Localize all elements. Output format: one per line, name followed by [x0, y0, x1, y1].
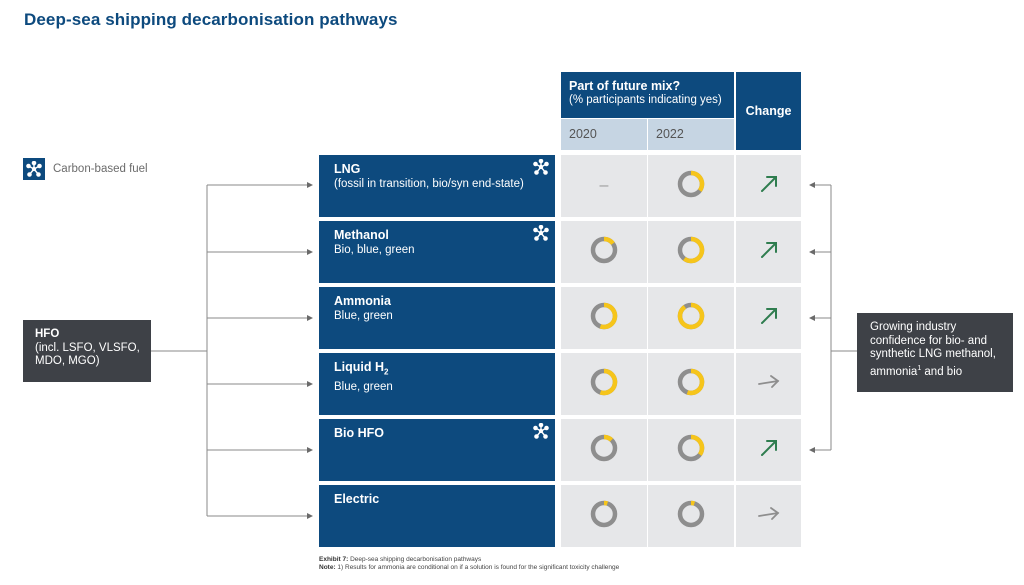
callout-line: synthetic LNG methanol, — [870, 348, 996, 360]
note-caption: Note: 1) Results for ammonia are conditi… — [319, 564, 619, 572]
header-title: Part of future mix? — [569, 79, 681, 93]
callout-line: confidence for bio- and — [870, 334, 987, 347]
cell-change — [736, 155, 801, 217]
fuel-name-text: Liquid H — [334, 360, 384, 374]
donut-chart-icon — [677, 500, 705, 533]
fuel-subtitle: Bio, blue, green — [334, 244, 415, 256]
cell-2022 — [648, 155, 734, 217]
donut-chart-icon — [677, 236, 705, 269]
header-future-mix: Part of future mix? (% participants indi… — [561, 72, 734, 118]
hfo-subtitle-1: (incl. LSFO, VLSFO, — [35, 341, 140, 354]
note-label: Note: — [319, 564, 336, 571]
donut-chart-icon — [590, 434, 618, 467]
cell-2020: – — [561, 155, 647, 217]
subscript: 2 — [384, 367, 389, 377]
exhibit-label: Exhibit 7: — [319, 556, 349, 563]
arrow-right-icon — [757, 374, 781, 395]
hfo-subtitle-2: MDO, MGO) — [35, 355, 100, 367]
fuel-name: LNG — [334, 162, 361, 176]
header-year-2022: 2022 — [648, 119, 734, 150]
donut-chart-icon — [677, 302, 705, 335]
fuel-box-liquid-h: Liquid H2 Blue, green — [319, 353, 555, 415]
carbon-molecule-icon — [533, 224, 549, 246]
callout-line: Growing industry — [870, 321, 957, 333]
header-change: Change — [736, 72, 801, 150]
cell-change — [736, 221, 801, 283]
legend: Carbon-based fuel — [23, 158, 148, 180]
footnote-marker: 1 — [917, 364, 922, 372]
fuel-subtitle: Blue, green — [334, 310, 393, 322]
page-title: Deep-sea shipping decarbonisation pathwa… — [24, 10, 398, 29]
cell-2022 — [648, 353, 734, 415]
fuel-box-methanol: Methanol Bio, blue, green — [319, 221, 555, 283]
arrow-right-icon — [757, 506, 781, 527]
carbon-molecule-icon — [23, 158, 45, 180]
arrow-up-right-icon — [758, 239, 780, 266]
exhibit-text: Deep-sea shipping decarbonisation pathwa… — [348, 556, 482, 563]
donut-chart-icon — [590, 236, 618, 269]
fuel-name: Electric — [334, 492, 380, 506]
cell-2020 — [561, 485, 647, 547]
fuel-subtitle: (fossil in transition, bio/syn end-state… — [334, 178, 524, 190]
cell-2022 — [648, 419, 734, 481]
callout-text: ammonia — [870, 365, 918, 378]
arrow-up-right-icon — [758, 305, 780, 332]
fuel-box-lng: LNG (fossil in transition, bio/syn end-st… — [319, 155, 555, 217]
donut-chart-icon — [590, 368, 618, 401]
fuel-name: Methanol — [334, 228, 389, 242]
donut-chart-icon — [677, 434, 705, 467]
callout-box: Growing industry confidence for bio- and… — [857, 313, 1013, 392]
cell-2020 — [561, 287, 647, 349]
cell-2022 — [648, 221, 734, 283]
header-year-2020: 2020 — [561, 119, 647, 150]
donut-chart-icon — [677, 170, 705, 203]
hfo-title: HFO — [35, 328, 60, 340]
carbon-molecule-icon — [533, 158, 549, 180]
legend-label: Carbon-based fuel — [53, 163, 148, 175]
fuel-name: Ammonia — [334, 294, 391, 308]
exhibit-caption: Exhibit 7: Deep-sea shipping decarbonisa… — [319, 556, 619, 564]
donut-chart-icon — [590, 500, 618, 533]
fuel-box-bio-hfo: Bio HFO — [319, 419, 555, 481]
header-subtitle: (% participants indicating yes) — [569, 94, 722, 106]
cell-2020 — [561, 221, 647, 283]
donut-chart-icon — [677, 368, 705, 401]
caption: Exhibit 7: Deep-sea shipping decarbonisa… — [319, 556, 619, 572]
fuel-subtitle: Blue, green — [334, 380, 393, 393]
cell-2020 — [561, 419, 647, 481]
cell-change — [736, 485, 801, 547]
cell-2022 — [648, 485, 734, 547]
cell-2020 — [561, 353, 647, 415]
callout-text: and bio — [921, 365, 963, 378]
no-data-dash: – — [599, 177, 609, 194]
fuel-name: Bio HFO — [334, 426, 384, 440]
note-text: 1) Results for ammonia are conditional o… — [335, 564, 620, 571]
cell-change — [736, 287, 801, 349]
carbon-molecule-icon — [533, 422, 549, 444]
arrow-up-right-icon — [758, 173, 780, 200]
cell-2022 — [648, 287, 734, 349]
hfo-source-box: HFO (incl. LSFO, VLSFO, MDO, MGO) — [23, 320, 151, 382]
arrow-up-right-icon — [758, 437, 780, 464]
fuel-box-electric: Electric — [319, 485, 555, 547]
donut-chart-icon — [590, 302, 618, 335]
fuel-name: Liquid H2 — [334, 360, 555, 380]
callout-line: ammonia1 and bio — [870, 362, 1003, 379]
cell-change — [736, 419, 801, 481]
fuel-box-ammonia: Ammonia Blue, green — [319, 287, 555, 349]
cell-change — [736, 353, 801, 415]
